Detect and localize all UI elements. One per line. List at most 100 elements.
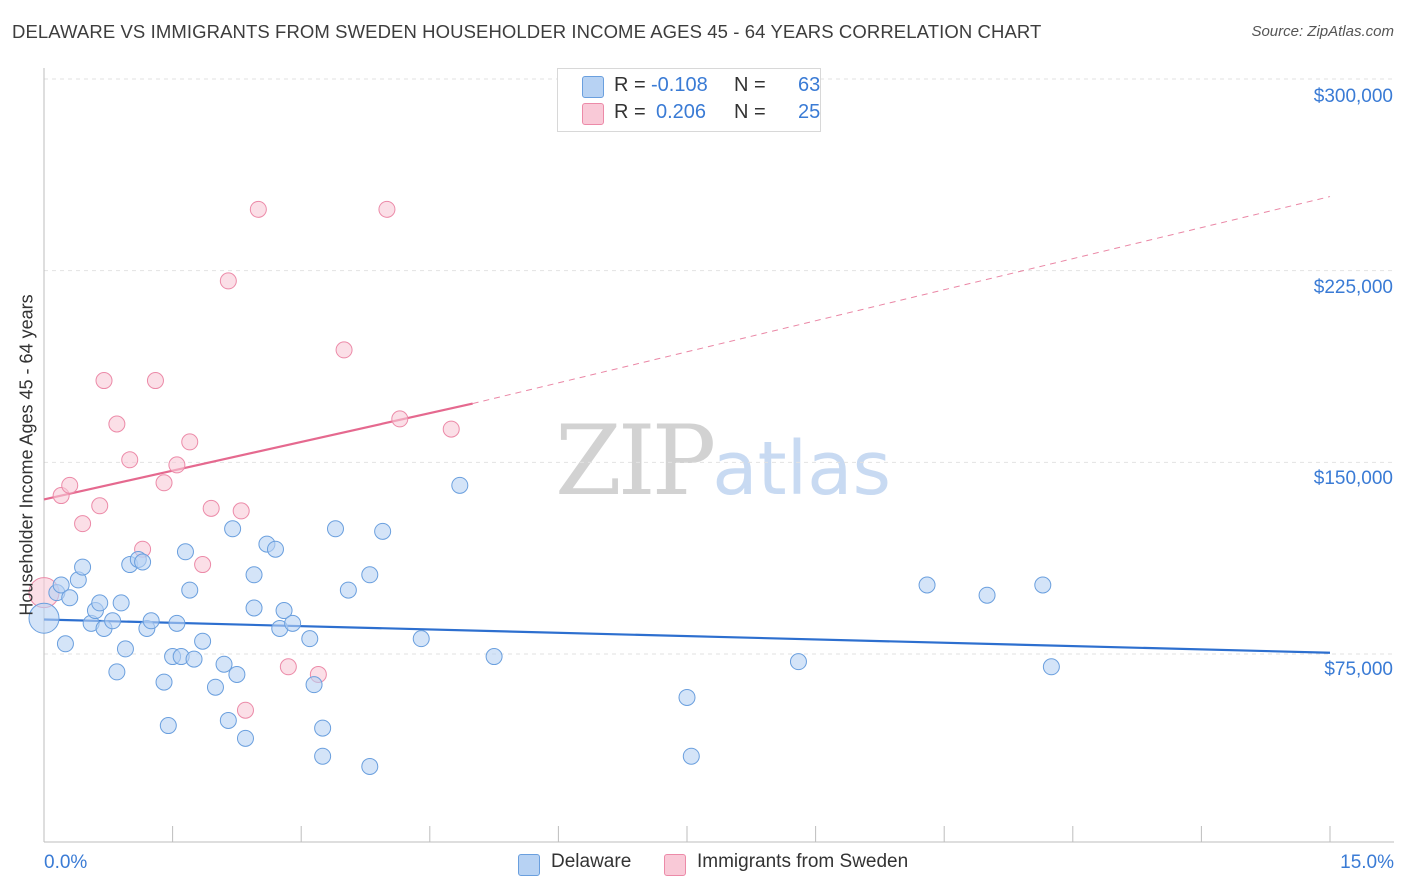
delaware-point-6: [74, 558, 92, 576]
delaware-point-49: [361, 757, 379, 775]
delaware-point-54: [678, 688, 696, 706]
sweden-point-11: [168, 456, 186, 474]
delaware-point-27: [185, 650, 203, 668]
delaware-point-51: [412, 630, 430, 648]
sweden-point-21: [335, 341, 353, 359]
sweden-point-15: [219, 272, 237, 290]
delaware-point-58: [978, 586, 996, 604]
legend-r-label: R =: [614, 101, 646, 123]
sweden-trend-line: [43, 402, 473, 501]
legend-r-value: 0.206: [656, 101, 707, 123]
delaware-point-33: [228, 665, 246, 683]
delaware-point-17: [134, 553, 152, 571]
delaware-point-12: [108, 663, 126, 681]
delaware-trend-line: [43, 618, 1331, 654]
sweden-point-18: [249, 200, 267, 218]
sweden-point-4: [91, 497, 109, 515]
y-tick-label-300000: $300,000: [1313, 86, 1393, 107]
sweden-point-12: [181, 433, 199, 451]
delaware-point-42: [301, 630, 319, 648]
delaware-point-55: [682, 747, 700, 765]
data-points: [28, 200, 1060, 775]
watermark-atlas: atlas: [712, 426, 892, 512]
sweden-point-6: [108, 415, 126, 433]
delaware-legend-swatch: [518, 854, 540, 876]
delaware-point-4: [61, 589, 79, 607]
y-axis-title: Householder Income Ages 45 - 64 years: [16, 294, 37, 616]
sweden-swatch: [582, 103, 604, 125]
chart-source: Source: ZipAtlas.com: [1251, 23, 1394, 40]
sweden-point-13: [194, 556, 212, 574]
legend-n-value: 63: [798, 74, 821, 96]
chart-title: DELAWARE VS IMMIGRANTS FROM SWEDEN HOUSE…: [12, 21, 1042, 42]
delaware-point-57: [918, 576, 936, 594]
delaware-point-46: [326, 520, 344, 538]
watermark-zip: ZIP: [555, 405, 716, 517]
correlation-legend: R = -0.108 N = 63 R = 0.206 N = 25: [557, 68, 821, 132]
sweden-point-3: [74, 515, 92, 533]
delaware-point-0: [28, 602, 60, 634]
delaware-point-26: [181, 581, 199, 599]
delaware-point-25: [176, 543, 194, 561]
y-tick-label-75000: $75,000: [1324, 659, 1393, 680]
delaware-point-52: [451, 476, 469, 494]
axes: [43, 68, 1394, 843]
sweden-point-7: [121, 451, 139, 469]
sweden-point-22: [378, 200, 396, 218]
delaware-point-53: [485, 648, 503, 666]
trend-lines: [43, 196, 1331, 654]
sweden-point-17: [236, 701, 254, 719]
delaware-point-50: [374, 522, 392, 540]
delaware-point-11: [104, 612, 122, 630]
delaware-point-23: [168, 614, 186, 632]
sweden-point-10: [155, 474, 173, 492]
delaware-point-9: [91, 594, 109, 612]
sweden-point-14: [202, 499, 220, 517]
sweden-legend-label: Immigrants from Sweden: [697, 851, 909, 872]
delaware-point-21: [159, 717, 177, 735]
legend-r-label: R =: [614, 74, 646, 96]
delaware-point-31: [219, 711, 237, 729]
sweden-point-5: [95, 372, 113, 390]
y-tick-label-150000: $150,000: [1313, 468, 1393, 489]
delaware-point-59: [1034, 576, 1052, 594]
delaware-point-40: [275, 602, 293, 620]
delaware-point-14: [116, 640, 134, 658]
sweden-point-9: [146, 372, 164, 390]
sweden-point-24: [442, 420, 460, 438]
delaware-point-30: [215, 655, 233, 673]
sweden-point-19: [279, 658, 297, 676]
delaware-point-44: [314, 719, 332, 737]
x-axis-min-label: 0.0%: [44, 852, 88, 873]
delaware-point-32: [224, 520, 242, 538]
delaware-point-34: [236, 729, 254, 747]
gridlines: [44, 78, 1394, 655]
delaware-point-36: [245, 599, 263, 617]
delaware-point-60: [1042, 658, 1060, 676]
delaware-legend-label: Delaware: [551, 851, 632, 872]
delaware-point-19: [142, 612, 160, 630]
delaware-point-29: [206, 678, 224, 696]
legend-r-value: -0.108: [651, 74, 708, 96]
legend-n-label: N =: [734, 74, 766, 96]
delaware-point-41: [284, 614, 302, 632]
delaware-point-38: [266, 540, 284, 558]
delaware-point-48: [361, 566, 379, 584]
delaware-point-45: [314, 747, 332, 765]
sweden-legend-swatch: [664, 854, 686, 876]
delaware-point-3: [56, 635, 74, 653]
delaware-point-20: [155, 673, 173, 691]
sweden-point-23: [391, 410, 409, 428]
delaware-point-2: [52, 576, 70, 594]
delaware-point-43: [305, 676, 323, 694]
sweden-point-2: [61, 476, 79, 494]
y-tick-label-225000: $225,000: [1313, 277, 1393, 298]
delaware-swatch: [582, 76, 604, 98]
legend-n-value: 25: [798, 101, 821, 123]
delaware-point-28: [194, 632, 212, 650]
delaware-point-56: [789, 653, 807, 671]
delaware-point-35: [245, 566, 263, 584]
legend-n-label: N =: [734, 101, 766, 123]
watermark: ZIPatlas: [555, 405, 891, 517]
